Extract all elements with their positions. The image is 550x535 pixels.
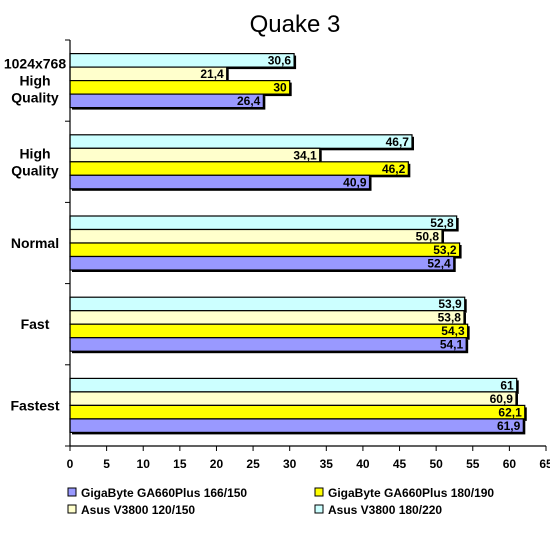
data-label: 54,1 [440,338,464,352]
category-label-line: Fastest [10,397,59,413]
bar [69,377,518,393]
category-label: Fastest [10,397,59,413]
bar [69,418,524,433]
legend-swatch [314,504,324,514]
data-label: 52,4 [427,257,451,271]
legend-label: GigaByte GA660Plus 166/150 [81,486,247,500]
x-tick-label: 45 [393,457,407,471]
category-label-line: Quality [11,90,59,106]
x-tick-label: 25 [246,457,260,471]
bar [69,323,469,339]
data-label: 46,2 [382,162,406,176]
bar [69,337,467,352]
bar [69,310,465,325]
category-label: Normal [11,235,59,251]
category-label: High Quality [11,145,59,178]
bar [69,404,526,420]
x-tick-label: 15 [173,457,187,471]
x-tick-label: 35 [320,457,334,471]
data-label: 52,8 [430,216,454,230]
bar [69,147,321,163]
data-label: 62,1 [498,405,522,419]
x-tick-label: 10 [137,457,151,471]
bar [69,93,264,109]
data-label: 50,8 [416,230,440,244]
category-label-line: High [19,145,50,161]
x-tick-label: 20 [210,457,224,471]
bar [69,228,443,244]
x-tick-label: 0 [67,457,74,471]
category-label: Fast [21,316,50,332]
data-label: 60,9 [490,392,514,406]
category-label-line: Fast [21,316,50,332]
bar [69,391,517,406]
x-tick-label: 60 [503,457,517,471]
legend-swatch [67,487,77,497]
bar [69,215,458,231]
bar [69,79,291,95]
x-tick-label: 5 [103,457,110,471]
data-label: 54,3 [441,324,465,338]
category-label-line: High [19,73,50,89]
x-tick-label: 30 [283,457,297,471]
legend-label: Asus V3800 120/150 [81,503,195,517]
x-tick-label: 55 [466,457,480,471]
data-label: 53,9 [438,297,462,311]
data-label: 61,9 [497,419,521,433]
data-label: 34,1 [293,148,317,162]
data-label: 46,7 [386,135,410,149]
data-label: 61 [500,378,514,392]
chart-title: Quake 3 [250,11,341,38]
legend-label: Asus V3800 180/220 [328,503,442,517]
data-label: 30 [273,81,287,95]
bar [69,134,413,149]
data-label: 53,2 [433,243,457,257]
legend-swatch [314,487,324,497]
data-label: 40,9 [343,175,367,189]
category-label: 1024x768 High Quality [4,56,67,106]
bar [69,255,455,271]
x-tick-label: 50 [429,457,443,471]
bar [69,174,371,190]
x-tick-label: 40 [356,457,370,471]
bar [69,296,466,312]
legend: GigaByte GA660Plus 166/150 GigaByte GA660… [67,486,494,517]
x-tick-label: 65 [539,457,550,471]
data-label: 30,6 [268,54,292,68]
legend-label: GigaByte GA660Plus 180/190 [328,486,494,500]
bar [69,52,295,68]
data-label: 53,8 [438,311,462,325]
category-label-line: 1024x768 [4,56,67,72]
category-label-line: Quality [11,162,59,178]
legend-swatch [67,504,77,514]
data-label: 26,4 [237,94,261,108]
category-label-line: Normal [11,235,59,251]
bar [69,242,461,258]
data-label: 21,4 [200,67,224,81]
bar [69,161,409,176]
